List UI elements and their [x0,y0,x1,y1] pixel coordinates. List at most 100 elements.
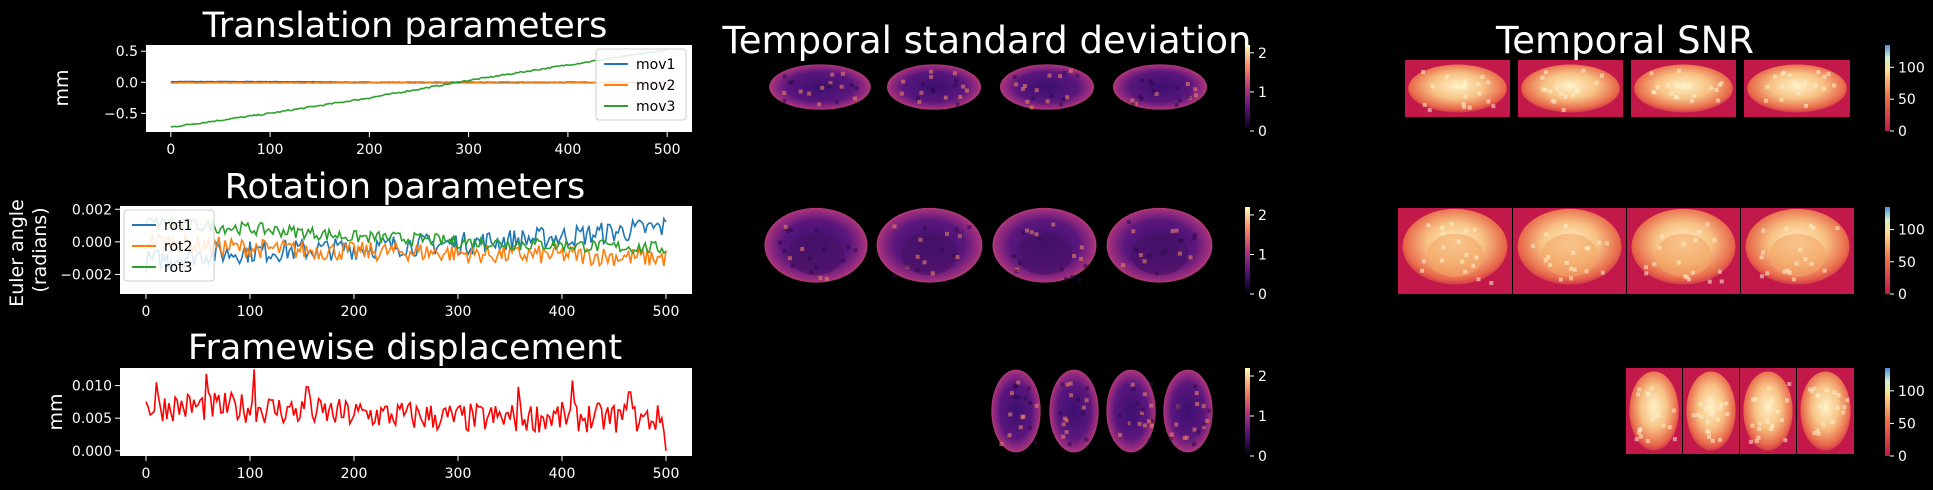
slice-speckle [1796,91,1801,96]
y-tick-label: −0.002 [60,267,112,283]
slice-speckle [1027,425,1032,430]
slice-speckle [955,255,960,260]
slice-speckle [1807,387,1812,392]
slice-speckle [1543,87,1548,92]
slice-speckle [1064,430,1069,435]
slice-speckle [1421,69,1426,74]
brain-slice [1631,60,1736,117]
slice-speckle [1185,82,1190,87]
slice-speckle [1058,411,1063,416]
slice-speckle [1420,268,1425,273]
slice-speckle [1600,270,1605,275]
slice-speckle [1463,269,1468,274]
slice-speckle [929,74,934,79]
slice-speckle [782,248,787,253]
slice-speckle [1018,425,1023,430]
slice-speckle [1673,94,1678,99]
slice-speckle [1182,435,1187,440]
slice-tissue [887,64,981,110]
slice-speckle [782,99,787,104]
colorbars: 0 1 2 0 1 2 0 1 2 0 50 100 0 50 100 0 50 100 [1245,45,1925,465]
brain-slice [1405,60,1510,117]
slice-inner [788,232,844,275]
slice-speckle [1146,419,1151,424]
slice-speckle [1065,382,1070,387]
slice-speckle [1716,98,1721,103]
slice-speckle [1772,74,1777,79]
slice-tissue [991,369,1041,453]
slice-speckle [1644,271,1649,276]
brain-slice [1398,208,1512,294]
slice-speckle [1566,82,1571,87]
slice-speckle [1717,437,1722,442]
colorbar: 0 1 2 [1245,368,1267,465]
slice-speckle [1079,256,1084,261]
slice-speckle [1474,255,1479,260]
slice-speckle [1652,262,1657,267]
slice-speckle [782,91,787,96]
slice-speckle [892,224,897,229]
slice-speckle [1489,281,1494,286]
colorbar-tick-label: 1 [1258,85,1267,101]
slice-speckle [1813,83,1818,88]
colorbar-tick-label: 1 [1258,409,1267,425]
slice-speckle [820,85,825,90]
slice-speckle [1531,244,1536,249]
slice-speckle [1017,261,1022,266]
slice-speckle [1546,255,1551,260]
slice-speckle [1671,408,1676,413]
slice-speckle [1023,396,1028,401]
slice-speckle [1133,101,1138,106]
slice-speckle [915,254,920,259]
slice-speckle [1761,228,1766,233]
slice-speckle [1070,275,1075,280]
slice-speckle [1196,430,1201,435]
slice-speckle [1027,401,1032,406]
slice-speckle [1655,85,1660,90]
brain-slice [887,64,981,110]
slice-speckle [1717,269,1722,274]
slice-speckle [1649,71,1654,76]
slice-speckle [1661,423,1666,428]
slice-speckle [1012,75,1017,80]
slice-speckle [1689,99,1694,104]
slice-speckle [807,91,812,96]
slice-speckle [951,254,956,259]
y-tick-label: 0.000 [72,235,112,251]
x-tick-label: 100 [237,304,264,320]
framewise-panel: Framewise displacement 0 100 200 300 400 500 0… [45,328,692,482]
slice-tissue [1521,64,1620,113]
slice-speckle [1638,427,1643,432]
colorbar-tick-label: 0 [1898,449,1907,465]
slice-speckle [965,88,970,93]
slice-speckle [1748,439,1753,444]
slice-tissue [1686,371,1736,451]
slice-speckle [1168,436,1173,441]
slice-speckle [1131,101,1136,106]
slice-speckle [1431,84,1436,89]
slice-speckle [1142,259,1147,264]
colorbar-tick-label: 0 [1258,287,1267,303]
slice-speckle [1656,412,1661,417]
slice-inner [1769,233,1826,277]
slice-speckle [1705,420,1710,425]
slice-speckle [1634,437,1639,442]
x-tick-label: 200 [341,304,368,320]
colorbar-tick-label: 2 [1258,46,1267,62]
slice-speckle [1202,424,1207,429]
brain-slice [992,207,1097,283]
slice-speckle [1180,238,1185,243]
slice-speckle [1016,380,1021,385]
slice-speckle [1013,394,1018,399]
brain-slice [1797,368,1854,454]
series-line [145,369,667,451]
slice-speckle [1029,230,1034,235]
series-line [145,215,667,255]
x-tick-label: 300 [445,466,472,482]
slice-speckle [1016,395,1021,400]
slice-speckle [939,247,944,252]
slice-speckle [1472,227,1477,232]
slice-speckle [899,91,904,96]
slice-speckle [1677,68,1682,73]
